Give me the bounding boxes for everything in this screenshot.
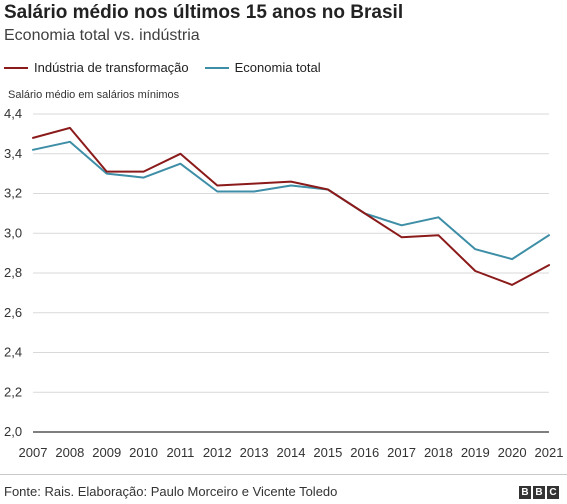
legend-label: Economia total: [234, 60, 321, 75]
y-tick-label: 2,2: [4, 384, 22, 399]
y-tick-label: 3,0: [4, 225, 22, 240]
y-tick-label: 2,0: [4, 424, 22, 439]
x-tick-label: 2020: [498, 445, 527, 460]
legend-swatch: [4, 66, 28, 69]
x-tick-label: 2012: [203, 445, 232, 460]
x-tick-label: 2014: [277, 445, 306, 460]
y-tick-label: 3,2: [4, 186, 22, 201]
x-tick-label: 2015: [313, 445, 342, 460]
y-tick-label: 4,4: [4, 106, 22, 121]
x-tick-label: 2007: [19, 445, 48, 460]
bbc-logo: B B C: [519, 486, 559, 499]
x-tick-label: 2018: [424, 445, 453, 460]
bbc-logo-letter: C: [547, 486, 559, 499]
chart-title: Salário médio nos últimos 15 anos no Bra…: [4, 2, 404, 23]
x-tick-label: 2016: [350, 445, 379, 460]
legend-label: Indústria de transformação: [34, 60, 189, 75]
x-tick-label: 2021: [535, 445, 564, 460]
legend: Indústria de transformação Economia tota…: [4, 60, 337, 75]
y-tick-label: 2,8: [4, 265, 22, 280]
chart-subtitle: Economia total vs. indústria: [4, 27, 200, 44]
legend-item-economia: Economia total: [204, 60, 321, 75]
x-tick-label: 2013: [240, 445, 269, 460]
source-note: Fonte: Rais. Elaboração: Paulo Morceiro …: [4, 484, 338, 499]
x-tick-label: 2011: [166, 445, 194, 460]
x-tick-label: 2019: [461, 445, 490, 460]
footer-divider: [0, 474, 567, 475]
y-tick-label: 2,6: [4, 305, 22, 320]
legend-item-industria: Indústria de transformação: [4, 60, 189, 75]
x-tick-label: 2009: [92, 445, 121, 460]
series-line-economia: [32, 140, 550, 261]
bbc-logo-letter: B: [533, 486, 545, 499]
x-tick-label: 2008: [55, 445, 84, 460]
x-tick-label: 2010: [129, 445, 158, 460]
y-tick-label: 2,4: [4, 345, 22, 360]
y-axis-label: Salário médio em salários mínimos: [8, 89, 180, 101]
legend-swatch: [204, 66, 229, 69]
x-tick-label: 2017: [387, 445, 416, 460]
series-line-industria: [32, 126, 550, 286]
bbc-logo-letter: B: [519, 486, 531, 499]
y-tick-label: 3,4: [4, 146, 22, 161]
